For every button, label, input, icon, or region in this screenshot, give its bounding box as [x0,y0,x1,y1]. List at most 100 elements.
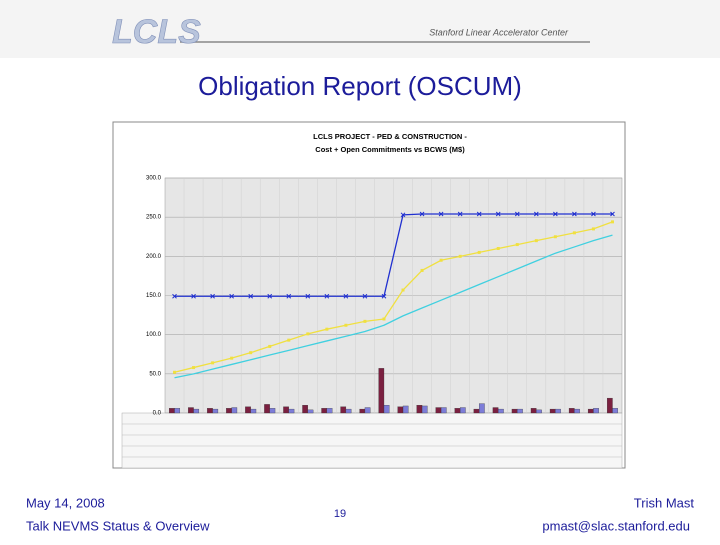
marker [553,211,558,217]
marker [610,220,614,224]
bar [307,409,314,414]
bar [593,408,599,414]
bar [359,408,366,414]
bar [326,408,333,414]
footer-date: May 14, 2008 [26,495,105,510]
marker [401,288,405,292]
footer-author: Trish Mast [634,495,695,510]
y-tick-label: 200.0 [146,254,162,260]
plot: 0.0 50.0 100.0 150.0 200.0 250.0 300.0 [146,176,622,417]
y-tick-label: 300.0 [146,176,162,182]
footer-email: pmast@slac.stanford.edu [542,518,690,533]
bar [606,397,613,414]
marker [591,211,596,217]
y-tick-label: 250.0 [146,215,162,221]
bar [269,408,276,414]
marker [458,254,462,258]
bar [245,406,251,414]
marker [287,338,291,342]
bar [536,409,542,414]
marker [363,319,367,323]
bar [174,408,181,414]
bar [169,408,175,414]
bar [479,403,485,414]
bar [193,408,200,414]
bar [549,408,556,414]
bar [587,408,594,414]
line [174,221,613,373]
bar [530,408,537,414]
line [174,234,613,379]
marker [306,332,310,336]
chart-subtitle: Cost + Open Commitments vs BCWS (M$) [315,145,465,154]
bar [288,408,295,414]
marker [324,293,330,299]
bar [416,405,423,414]
marker [305,293,311,299]
bar [397,406,404,414]
bar [212,408,219,414]
chart-title: LCLS PROJECT - PED & CONSTRUCTION - [313,132,467,141]
marker [192,366,196,370]
y-tick-label: 50.0 [149,371,161,377]
bar [498,408,504,414]
bar [340,406,347,414]
y-tick-label: 100.0 [146,332,162,338]
bar [345,408,352,414]
marker [173,370,177,374]
bar [492,407,499,414]
marker [572,211,577,217]
footer-talk: Talk NEVMS Status & Overview [26,518,210,533]
bar [283,406,289,414]
bar [378,368,385,414]
marker [553,235,557,239]
marker [591,227,595,231]
bar [473,408,480,414]
marker [514,211,520,217]
bar [459,407,466,414]
marker [400,212,406,218]
y-tick-label: 0.0 [153,411,162,417]
marker [382,317,386,321]
line [174,213,613,297]
bar [207,408,213,414]
marker [381,293,387,299]
marker [496,247,500,250]
bar [421,405,428,414]
bar [188,407,194,414]
marker [533,211,539,217]
bar [435,407,442,414]
bar [231,407,238,414]
bar [383,405,390,414]
bar [302,405,308,414]
marker [267,293,273,299]
marker [457,211,463,217]
marker [534,239,538,243]
marker [211,361,215,365]
marker [495,211,501,217]
marker [438,211,444,217]
bar [612,408,618,414]
marker [230,356,234,360]
bar [511,408,518,414]
marker [477,250,481,254]
marker [572,231,576,235]
marker [172,293,177,299]
bar [568,408,575,414]
marker [439,258,443,262]
bar [321,408,328,414]
marker [268,344,272,348]
marker [515,243,519,247]
bar [264,404,270,414]
data-table [121,412,623,469]
y-tick-label: 150.0 [146,293,162,299]
marker [420,268,424,272]
bar [364,407,371,414]
marker [249,351,253,355]
marker [476,211,482,217]
marker [419,211,425,217]
logo: LCLS [112,13,201,51]
slide-title: Obligation Report (OSCUM) [198,71,522,101]
marker [362,293,368,299]
